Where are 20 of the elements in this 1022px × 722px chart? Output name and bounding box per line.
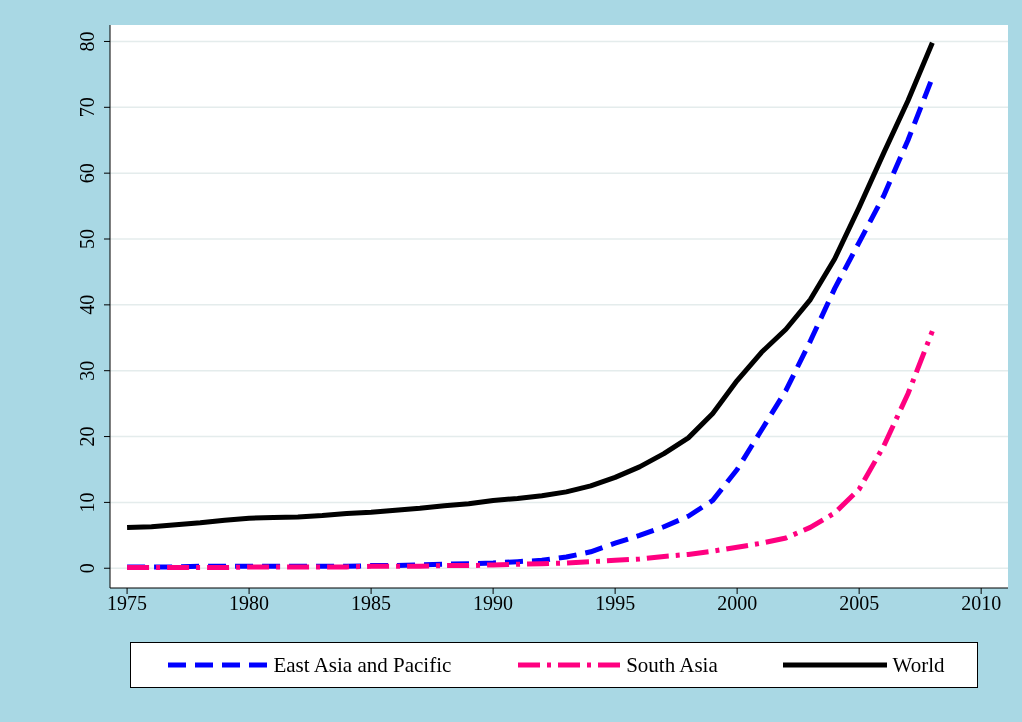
x-tick-label: 2005 [839,592,880,615]
x-tick-label: 2000 [717,592,758,615]
legend-label: East Asia and Pacific [273,652,452,678]
x-tick-label: 2010 [961,592,1002,615]
y-tick-label: 70 [76,97,98,118]
x-tick-label: 1990 [473,592,514,615]
y-tick-label: 80 [76,31,98,52]
x-tick-label: 1985 [351,592,392,615]
x-tick-label: 1980 [229,592,270,615]
y-tick-label: 40 [76,294,98,315]
x-tick-label: 1995 [595,592,636,615]
y-tick-label: 0 [76,563,98,574]
y-tick-label: 60 [76,163,98,184]
y-tick-label: 30 [76,360,98,381]
y-tick-label: 50 [76,229,98,250]
y-tick-label: 20 [76,426,98,447]
legend-label: World [892,652,945,678]
y-tick-label: 10 [76,492,98,513]
legend-label: South Asia [626,652,718,678]
x-tick-label: 1975 [107,592,148,615]
